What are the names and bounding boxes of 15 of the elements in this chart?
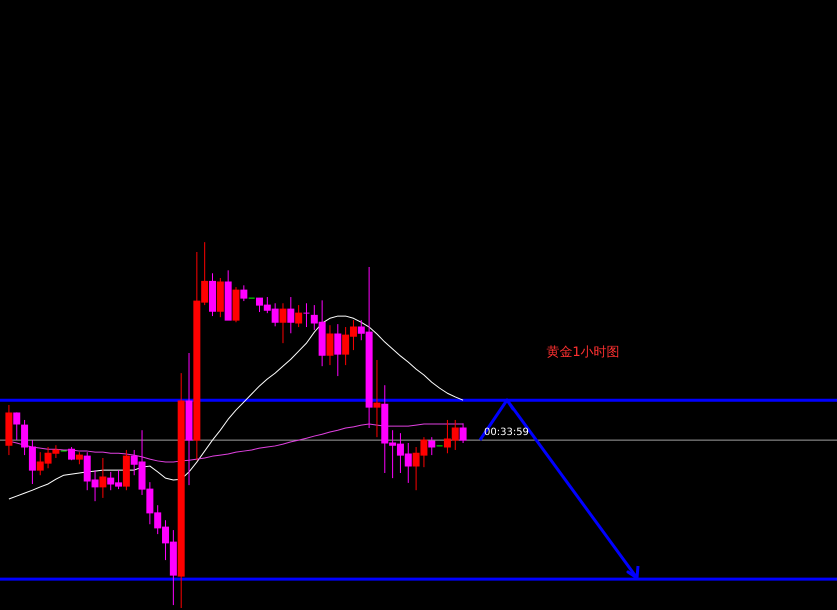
candlestick xyxy=(68,446,76,461)
candlestick xyxy=(326,324,334,366)
text: 黄金1小时图 xyxy=(546,345,620,360)
candlestick xyxy=(240,284,248,302)
candlestick xyxy=(295,304,302,328)
candlestick xyxy=(99,458,106,498)
candlestick xyxy=(287,296,294,334)
candlestick xyxy=(373,359,380,438)
candlestick xyxy=(428,436,436,456)
candlestick xyxy=(460,422,467,444)
candlestick xyxy=(13,412,20,441)
candlestick xyxy=(334,324,342,377)
candlestick xyxy=(302,302,310,328)
candlestick xyxy=(76,452,83,465)
candlestick xyxy=(279,302,286,344)
